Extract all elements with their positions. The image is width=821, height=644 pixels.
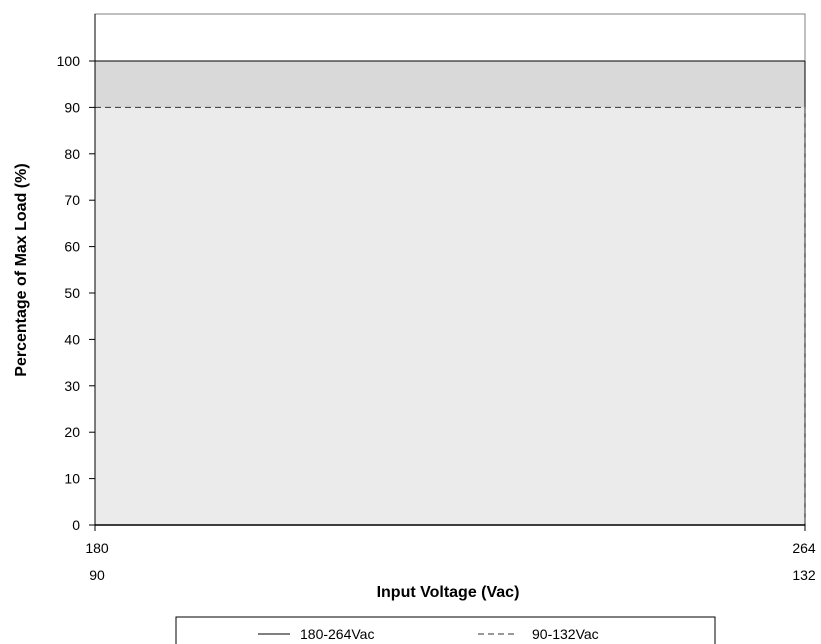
area-fill-90-132vac — [95, 107, 805, 526]
y-tick-label: 80 — [64, 146, 80, 162]
legend-label: 180-264Vac — [300, 626, 374, 642]
y-tick-label: 10 — [64, 471, 80, 487]
y-tick-label: 60 — [64, 239, 80, 255]
y-tick-label: 90 — [64, 99, 80, 115]
legend-label: 90-132Vac — [532, 626, 599, 642]
x-tick-label: 90 — [89, 567, 105, 583]
x-tick-label: 132 — [792, 567, 816, 583]
y-tick-label: 30 — [64, 378, 80, 394]
legend: 180-264Vac 90-132Vac — [175, 616, 716, 644]
y-tick-label: 40 — [64, 331, 80, 347]
y-tick-label: 0 — [72, 517, 80, 533]
y-tick-label: 100 — [57, 53, 81, 69]
legend-box — [175, 616, 716, 644]
x-tick-label: 180 — [85, 540, 109, 556]
y-tick-label: 70 — [64, 192, 80, 208]
y-tick-label: 20 — [64, 424, 80, 440]
y-tick-label: 50 — [64, 285, 80, 301]
x-tick-label: 264 — [792, 540, 816, 556]
x-axis-ticks: 180 264 90 132 — [85, 525, 816, 583]
y-axis-ticks: 0 10 20 30 40 50 60 70 80 90 100 — [57, 53, 95, 533]
x-axis-title: Input Voltage (Vac) — [377, 584, 520, 601]
plot-area — [94, 13, 806, 526]
y-axis-title: Percentage of Max Load (%) — [13, 163, 30, 376]
